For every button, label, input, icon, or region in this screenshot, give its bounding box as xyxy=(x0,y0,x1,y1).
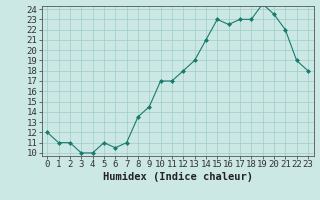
X-axis label: Humidex (Indice chaleur): Humidex (Indice chaleur) xyxy=(103,172,252,182)
